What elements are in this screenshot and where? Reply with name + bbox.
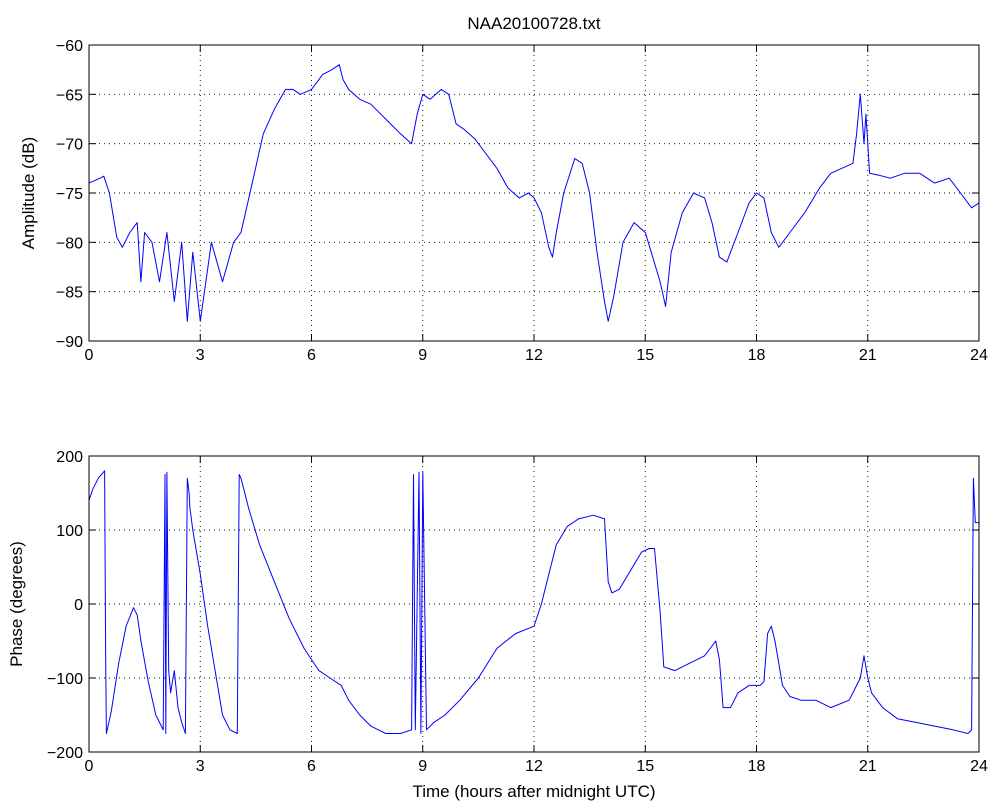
x-tick-label: 3 (196, 758, 205, 775)
x-tick-label: 18 (748, 758, 766, 775)
x-tick-label: 21 (859, 758, 877, 775)
phase-axes: 0 3 6 9 12 15 18 21 24 200 100 0 −100 −2… (7, 449, 988, 801)
x-tick-label: 24 (970, 347, 988, 364)
y-tick-label: −85 (56, 285, 83, 302)
x-tick-label: 0 (85, 347, 94, 364)
phase-plot-frame (88, 455, 980, 753)
x-tick-label: 9 (418, 758, 427, 775)
phase-y-axis-label: Phase (degrees) (7, 541, 26, 667)
y-tick-label: −80 (56, 235, 83, 252)
amplitude-gridlines (89, 45, 979, 341)
y-tick-label: −90 (56, 334, 83, 351)
y-tick-label: −70 (56, 137, 83, 154)
x-tick-label: 15 (636, 347, 654, 364)
y-tick-label: 200 (56, 449, 83, 466)
y-tick-label: −200 (47, 745, 83, 762)
amplitude-axes: NAA20100728.txt 0 3 6 9 12 15 18 21 24 −… (19, 14, 988, 364)
y-tick-label: 100 (56, 523, 83, 540)
amplitude-y-tick-labels: −60 −65 −70 −75 −80 −85 −90 (56, 38, 83, 351)
x-tick-label: 15 (636, 758, 654, 775)
x-tick-label: 12 (525, 347, 543, 364)
y-tick-label: −100 (47, 671, 83, 688)
y-tick-label: 0 (74, 597, 83, 614)
y-tick-label: −75 (56, 186, 83, 203)
amplitude-y-axis-label: Amplitude (dB) (19, 137, 38, 249)
x-tick-label: 21 (859, 347, 877, 364)
x-tick-label: 0 (85, 758, 94, 775)
chart-title: NAA20100728.txt (467, 14, 601, 33)
phase-x-axis-label: Time (hours after midnight UTC) (412, 782, 655, 801)
phase-x-tick-labels: 0 3 6 9 12 15 18 21 24 (85, 758, 988, 775)
amplitude-plot-frame (88, 44, 980, 342)
y-tick-label: −60 (56, 38, 83, 55)
x-tick-label: 18 (748, 347, 766, 364)
x-tick-label: 12 (525, 758, 543, 775)
x-tick-label: 6 (307, 347, 316, 364)
phase-gridlines (89, 456, 979, 752)
x-tick-label: 3 (196, 347, 205, 364)
phase-y-tick-labels: 200 100 0 −100 −200 (47, 449, 83, 762)
y-tick-label: −65 (56, 87, 83, 104)
amplitude-series-line (88, 64, 980, 322)
phase-series-line (88, 470, 979, 734)
x-tick-label: 24 (970, 758, 988, 775)
amplitude-x-tick-labels: 0 3 6 9 12 15 18 21 24 (85, 347, 988, 364)
x-tick-label: 9 (418, 347, 427, 364)
x-tick-label: 6 (307, 758, 316, 775)
